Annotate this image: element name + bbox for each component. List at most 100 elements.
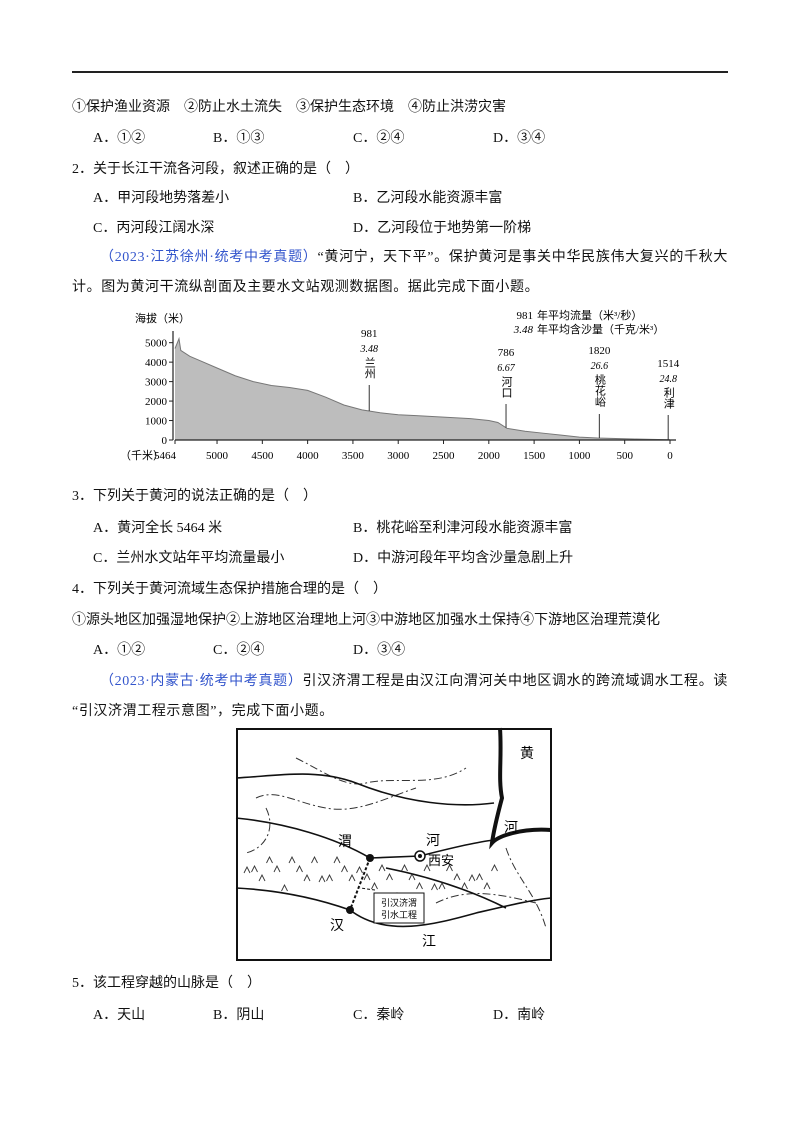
mountain [438, 881, 446, 890]
x-tick-label: 500 [616, 450, 633, 462]
mountain [423, 863, 431, 872]
map-label: 河 [426, 833, 440, 849]
mountain [303, 873, 311, 882]
question-stem: 5．该工程穿越的山脉是（ ） [72, 976, 261, 991]
legend-text: 年平均含沙量（千克/米³） [537, 322, 664, 336]
choice: C．秦岭 [353, 1008, 405, 1023]
x-tick-label: 3000 [387, 450, 410, 462]
mountain [401, 863, 408, 872]
x-tick-label: 0 [667, 450, 673, 462]
source: （2023·内蒙古·统考中考真题） [100, 674, 303, 689]
mountain [243, 865, 251, 874]
mountain [288, 855, 296, 864]
map-label: 西安 [428, 853, 454, 868]
map-label: 引水工程 [381, 909, 417, 920]
city-dot [366, 854, 374, 862]
question-stem: 2．关于长江干流各河段，叙述正确的是（ ） [72, 162, 359, 177]
x-tick-label: 5464 [154, 450, 177, 462]
river [235, 773, 495, 806]
choice: B．桃花峪至利津河段水能资源丰富 [353, 521, 573, 536]
mountain [446, 863, 453, 872]
x-tick-label: 2500 [433, 450, 456, 462]
station-sediment: 24.8 [659, 374, 677, 385]
choice: C．②④ [353, 131, 405, 146]
y-tick-label: 2000 [145, 396, 168, 408]
choice: D．南岭 [493, 1008, 546, 1023]
choice: B．乙河段水能资源丰富 [353, 191, 503, 206]
mountain [348, 873, 356, 882]
profile-line [174, 336, 671, 441]
mountain [453, 872, 461, 881]
station-name: 河口 [500, 376, 513, 398]
station-flow: 1820 [588, 345, 611, 357]
leader [359, 887, 376, 891]
station-sediment: 6.67 [497, 363, 516, 374]
map-label: 渭 [338, 834, 352, 850]
station-name: 桃花峪 [593, 373, 606, 408]
mountain [386, 872, 393, 881]
legend-text: 年平均流量（米³/秒） [537, 308, 642, 322]
choice: C．丙河段江阔水深 [93, 221, 215, 236]
map-label: 江 [422, 934, 436, 950]
river [235, 817, 495, 859]
x-tick-label: 2000 [478, 450, 501, 462]
mountain [491, 863, 498, 872]
map-frame [236, 728, 552, 961]
x-tick-label: 5000 [206, 450, 229, 462]
boundary [295, 757, 467, 785]
mountain [378, 863, 386, 872]
mountain [483, 881, 491, 890]
boundary [505, 847, 547, 929]
question-stem: 3．下列关于黄河的说法正确的是（ ） [72, 489, 317, 504]
choice: D．乙河段位于地势第一阶梯 [353, 221, 532, 236]
y-axis-label: 海拔（米） [135, 311, 190, 325]
river [235, 887, 351, 911]
y-tick-label: 0 [162, 435, 168, 447]
station-flow: 1514 [657, 358, 680, 370]
choice: A．①② [93, 643, 146, 658]
x-axis-label: （千米） [120, 449, 164, 462]
y-tick-label: 5000 [145, 338, 168, 350]
statements: ①保护渔业资源 ②防止水土流失 ③保护生态环境 ④防止洪涝灾害 [72, 100, 506, 115]
map-label: 黄 [520, 745, 534, 762]
y-tick-label: 4000 [145, 357, 168, 369]
mountain [416, 881, 423, 890]
mountain [461, 881, 468, 890]
mountain [333, 855, 341, 864]
station-name: 兰州 [363, 357, 376, 379]
passage: （2023·内蒙古·统考中考真题）引汉济渭工程是由汉江向渭河关中地区调水的跨流域… [72, 667, 728, 727]
station-name: 利津 [662, 387, 675, 409]
mountain [273, 864, 281, 873]
mountains [243, 855, 498, 900]
choice: A．天山 [93, 1008, 146, 1023]
x-tick-label: 4500 [251, 450, 273, 462]
mountain [341, 864, 348, 873]
boundary [245, 807, 271, 854]
choice: D．③④ [353, 643, 406, 658]
mountain [356, 865, 363, 874]
profile-fill [175, 338, 670, 440]
city-dot [346, 906, 354, 914]
mountain [476, 872, 483, 881]
legend-sample: 3.48 [513, 324, 534, 336]
choice: A．①② [93, 131, 146, 146]
mountain [431, 882, 438, 891]
boundaries [245, 757, 547, 929]
source: （2023·江苏徐州·统考中考真题） [100, 250, 318, 265]
map: 黄 河 渭 河 西安 汉 江 引汉济渭 引水工程 [235, 727, 552, 961]
passage-text: 引汉济渭工程是由汉江向渭河关中地区调水的跨流域调水工程。读“引汉济渭工程示意图”… [72, 674, 728, 719]
station-sediment: 26.6 [591, 361, 609, 372]
map-label: 河 [504, 820, 518, 836]
station-flow: 981 [361, 328, 378, 340]
mountain [251, 864, 258, 873]
y-tick-label: 1000 [145, 416, 168, 428]
mountain [318, 874, 326, 883]
mountain [266, 855, 273, 864]
capital-mark [418, 854, 422, 858]
choice: D．③④ [493, 131, 546, 146]
y-tick-label: 3000 [145, 377, 168, 389]
mountain [408, 872, 416, 881]
top-rule [72, 71, 728, 73]
mountain [281, 883, 288, 892]
